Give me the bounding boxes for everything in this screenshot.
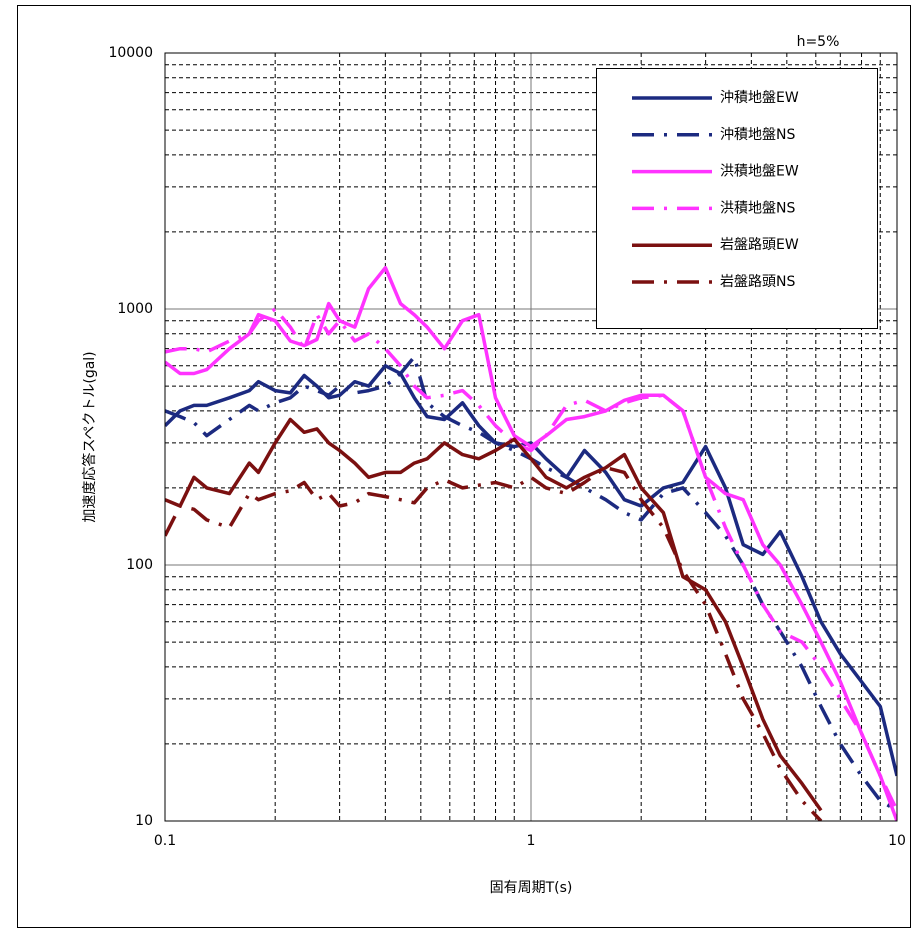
legend	[596, 68, 878, 329]
series-line	[165, 417, 823, 812]
legend-entries: 沖積地盤EW 沖積地盤NS 洪積地盤EW 洪積地盤NS 岩盤路頭EW 岩盤路頭NS	[632, 90, 799, 290]
x-tick-label: 1	[527, 833, 536, 849]
series-line	[165, 265, 897, 821]
plot-frame	[164, 52, 898, 822]
plot-lines	[165, 265, 897, 821]
y-tick-label: 100	[126, 557, 153, 573]
chart-frame	[17, 5, 911, 928]
legend-label: 洪積地盤EW	[720, 164, 799, 180]
annotation: h=5%	[797, 34, 840, 50]
legend-label: 岩盤路頭NS	[720, 274, 795, 290]
y-tick-label: 10000	[108, 45, 153, 61]
x-tick-label: 0.1	[154, 833, 176, 849]
series-line	[165, 355, 897, 812]
legend-label: 洪積地盤NS	[720, 200, 795, 216]
x-axis-label: 固有周期T(s)	[490, 880, 573, 896]
y-tick-label: 1000	[117, 301, 153, 317]
legend-label: 岩盤路頭EW	[720, 237, 799, 253]
legend-label: 沖積地盤NS	[720, 127, 795, 143]
legend-label: 沖積地盤EW	[720, 90, 799, 106]
series-line	[165, 465, 823, 821]
y-axis-label: 加速度応答スペクトル(gal)	[81, 351, 98, 522]
x-tick-label: 10	[888, 833, 906, 849]
y-tick-label: 10	[135, 813, 153, 829]
series-line	[165, 364, 897, 777]
